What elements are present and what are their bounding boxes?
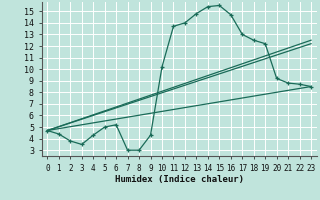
X-axis label: Humidex (Indice chaleur): Humidex (Indice chaleur)	[115, 175, 244, 184]
